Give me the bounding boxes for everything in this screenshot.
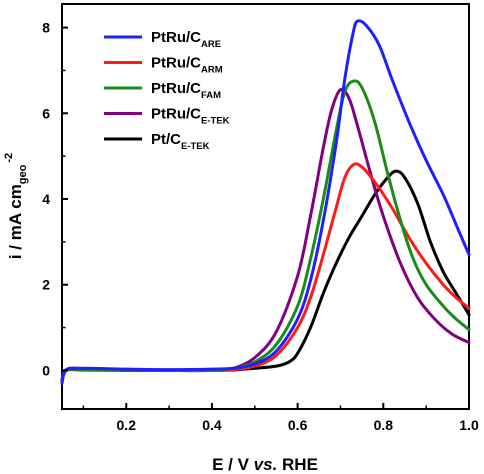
x-tick-label: 0.8 (374, 417, 394, 433)
x-tick-label: 0.6 (288, 417, 308, 433)
legend-label-sub: E-TEK (181, 141, 210, 152)
series-line-ptru-c-are (60, 19, 471, 385)
legend-label-sub: FAM (201, 90, 221, 101)
y-axis-label-sub: geo (17, 164, 29, 184)
legend-label-name: PtRu/C (151, 80, 201, 97)
legend-label-name: PtRu/C (151, 106, 201, 123)
legend: PtRu/CAREPtRu/CARMPtRu/CFAMPtRu/CE-TEKPt… (104, 29, 230, 152)
series-line-ptru-c-fam (60, 79, 471, 383)
y-tick-label: 2 (42, 277, 50, 293)
legend-label: Pt/CE-TEK (151, 131, 210, 152)
x-axis-label-prefix: E / V (212, 455, 254, 474)
y-tick-label: 6 (42, 105, 50, 121)
x-tick-label: 1.0 (459, 417, 479, 433)
legend-label: PtRu/CE-TEK (151, 106, 230, 127)
legend-label-sub: ARE (201, 39, 221, 50)
legend-label-name: PtRu/C (151, 55, 201, 72)
legend-label-name: PtRu/C (151, 29, 201, 46)
y-tick-label: 8 (42, 20, 50, 36)
x-axis-label: E / V vs. RHE (212, 455, 318, 474)
legend-label: PtRu/CFAM (151, 80, 221, 101)
y-tick-label: 4 (42, 191, 50, 207)
y-axis-label-base: i / mA cm (6, 184, 25, 259)
plot-area (60, 19, 471, 385)
legend-label: PtRu/CARM (151, 55, 223, 76)
x-axis-label-italic: vs. (254, 455, 278, 474)
plot-frame (61, 3, 470, 410)
y-axis-label: i / mA cmgeo-2 (3, 153, 29, 259)
legend-label-sub: E-TEK (201, 116, 230, 127)
x-tick-label: 0.2 (117, 417, 137, 433)
x-tick-label: 0.4 (202, 417, 222, 433)
axis-ticks: 0.2 0.4 0.6 0.8 1.0 0 2 4 6 8 (42, 20, 479, 433)
legend-label: PtRu/CARE (151, 29, 221, 50)
y-tick-label: 0 (42, 362, 50, 378)
legend-label-name: Pt/C (151, 131, 181, 148)
x-axis-label-suffix: RHE (277, 455, 318, 474)
y-axis-label-sup: -2 (3, 153, 15, 163)
legend-label-sub: ARM (201, 65, 223, 76)
